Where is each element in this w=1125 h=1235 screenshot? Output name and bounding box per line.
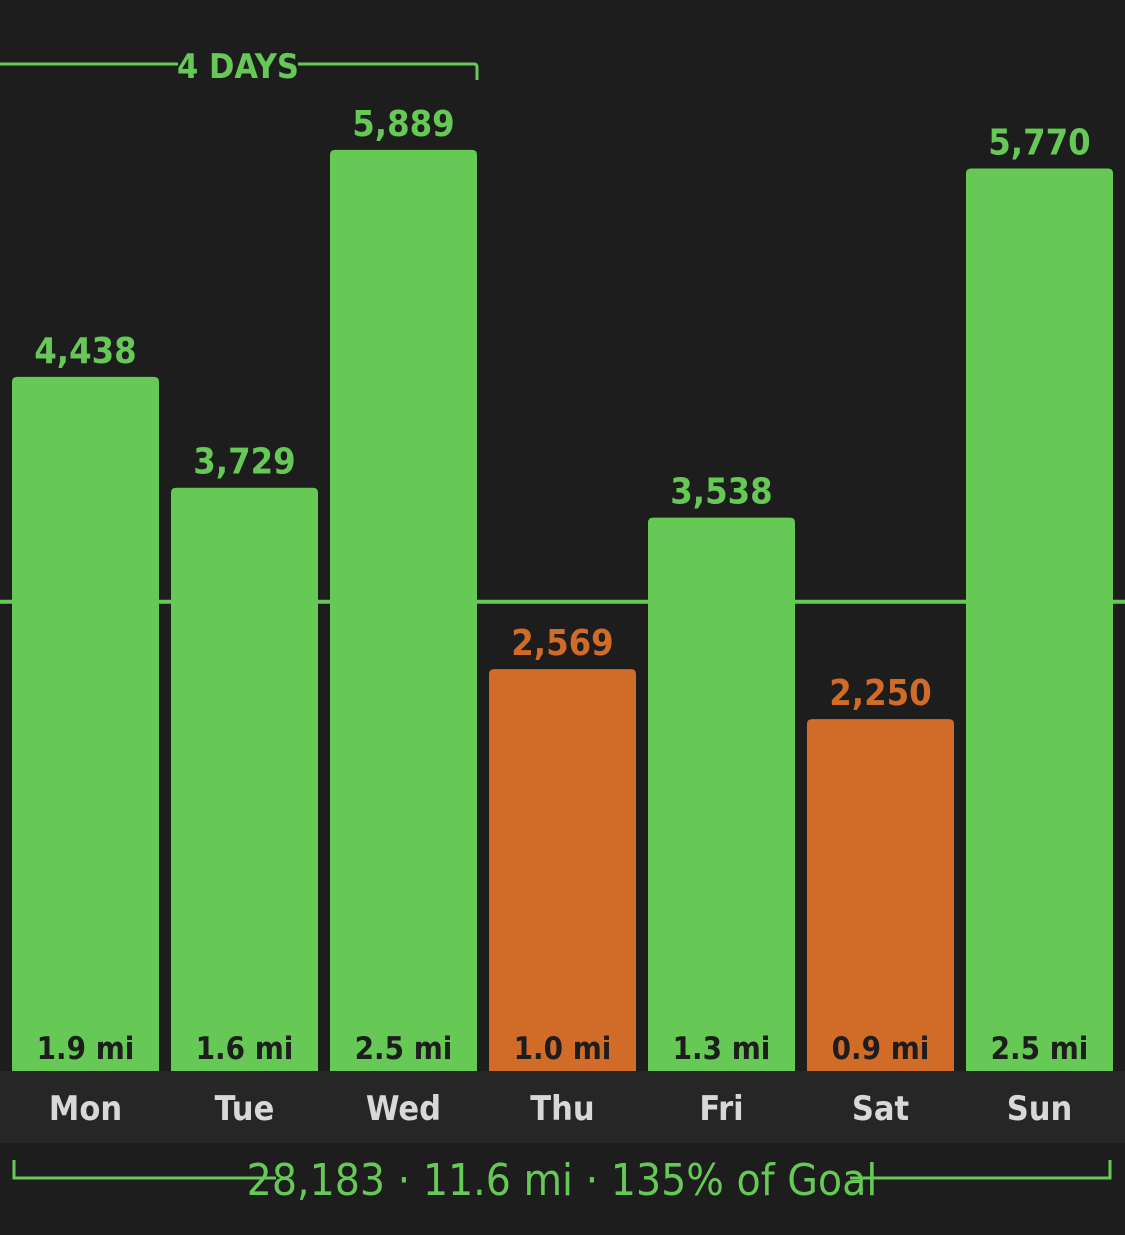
streak-bracket-line (0, 62, 479, 80)
bar-value-sat: 2,250 (829, 673, 931, 714)
bar-distance-sun: 2.5 mi (991, 1031, 1089, 1067)
day-label-band (0, 1071, 1125, 1143)
day-label-sat: Sat (852, 1089, 909, 1129)
streak-bracket: 4 DAYS (0, 47, 479, 87)
summary-bracket: 28,183 · 11.6 mi · 135% of Goal (12, 1155, 1112, 1206)
day-label-sun: Sun (1007, 1089, 1073, 1129)
bar-wed (330, 149, 477, 1071)
bar-value-wed: 5,889 (352, 104, 454, 145)
bar-value-thu: 2,569 (511, 623, 613, 664)
summary-bracket-line (12, 1160, 1112, 1180)
day-label-thu: Thu (530, 1089, 594, 1129)
bar-distance-sat: 0.9 mi (832, 1031, 930, 1067)
bar-distance-fri: 1.3 mi (673, 1031, 771, 1067)
bar-distance-tue: 1.6 mi (196, 1031, 294, 1067)
bar-fri (648, 517, 795, 1071)
day-label-fri: Fri (699, 1089, 743, 1129)
bar-sun (966, 168, 1113, 1072)
weekly-summary: 28,183 · 11.6 mi · 135% of Goal (247, 1155, 878, 1206)
day-label-wed: Wed (366, 1089, 441, 1129)
day-label-tue: Tue (215, 1089, 275, 1129)
bar-distance-thu: 1.0 mi (514, 1031, 612, 1067)
bar-distance-mon: 1.9 mi (37, 1031, 135, 1067)
bar-value-fri: 3,538 (670, 472, 772, 513)
bar-value-tue: 3,729 (193, 442, 295, 483)
streak-label: 4 DAYS (177, 47, 299, 87)
bar-distance-wed: 2.5 mi (355, 1031, 453, 1067)
bar-value-sun: 5,770 (988, 122, 1090, 163)
bar-value-mon: 4,438 (34, 331, 136, 372)
bar-tue (171, 487, 318, 1071)
bars-layer: 4,438 1.9 mi Mon 3,729 1.6 mi Tue 5,889 2.5 mi W… (12, 104, 1113, 1129)
day-label-mon: Mon (49, 1089, 122, 1129)
bar-sat (807, 719, 954, 1071)
bar-mon (12, 376, 159, 1071)
bar-thu (489, 669, 636, 1071)
